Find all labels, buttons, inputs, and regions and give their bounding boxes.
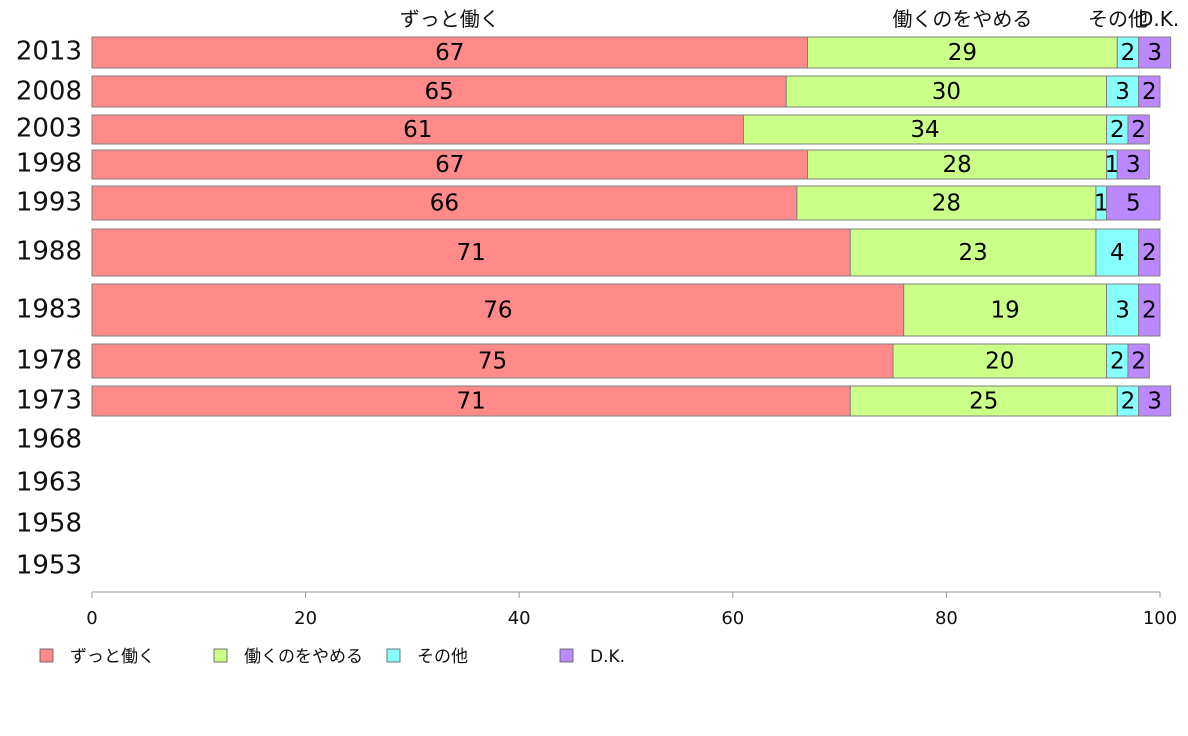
category-label: 1998	[16, 149, 82, 179]
bar-segment	[1138, 75, 1161, 108]
legend-label: その他	[417, 647, 468, 667]
legend-swatch	[559, 648, 574, 663]
bar-segment	[849, 228, 1097, 277]
data-label: 29	[948, 40, 977, 66]
data-label: 2	[1110, 349, 1125, 375]
data-label: 3	[1126, 152, 1141, 178]
data-label: 75	[478, 349, 507, 375]
bar-segment	[1106, 185, 1161, 221]
bar-segment	[903, 283, 1108, 337]
x-tick-label: 60	[721, 608, 744, 629]
data-label: 3	[1147, 389, 1162, 415]
data-label: 65	[424, 79, 453, 105]
category-label: 1953	[16, 551, 82, 581]
bar-segment	[91, 283, 905, 337]
segment-header-label: その他	[1088, 7, 1148, 31]
x-tick-label: 80	[935, 608, 958, 629]
bar-segment	[892, 343, 1108, 379]
data-label: 28	[932, 191, 961, 217]
x-tick-label: 20	[294, 608, 317, 629]
data-label: 5	[1126, 191, 1141, 217]
bar-segment	[796, 185, 1097, 221]
data-label: 1	[1105, 152, 1120, 178]
data-label: 67	[435, 152, 464, 178]
data-label: 2	[1121, 389, 1136, 415]
segment-header-label: D.K.	[1138, 7, 1179, 31]
category-label: 1968	[16, 425, 82, 455]
data-label: 66	[430, 191, 459, 217]
legend-label: D.K.	[590, 647, 625, 667]
bar-segment	[91, 185, 798, 221]
legend-label: 働くのをやめる	[244, 647, 363, 667]
data-label: 19	[990, 298, 1019, 324]
category-label: 1963	[16, 468, 82, 498]
data-label: 76	[483, 298, 512, 324]
data-label: 25	[969, 389, 998, 415]
bar-segment	[91, 149, 809, 180]
bar-segment	[849, 385, 1118, 417]
category-label: 2008	[16, 77, 82, 107]
data-label: 3	[1115, 79, 1130, 105]
bar-segment	[807, 36, 1118, 69]
data-label: 2	[1131, 349, 1146, 375]
bar-segment	[91, 75, 787, 108]
segment-header-label: ずっと働く	[400, 7, 500, 31]
category-label: 2003	[16, 114, 82, 144]
bar-segment	[742, 114, 1108, 145]
bar-segment	[1116, 149, 1150, 180]
data-label: 71	[456, 240, 485, 266]
bar-segment	[1095, 228, 1140, 277]
legend-swatch	[386, 648, 401, 663]
bar-segment	[1106, 75, 1140, 108]
x-tick-label: 0	[86, 608, 97, 629]
bar-segment	[91, 228, 851, 277]
data-label: 4	[1110, 240, 1125, 266]
bar-segment	[1138, 385, 1172, 417]
category-label: 1958	[16, 509, 82, 539]
x-tick-label: 40	[508, 608, 531, 629]
data-label: 2	[1131, 117, 1146, 143]
bar-segment	[1138, 36, 1172, 69]
bar-segment	[91, 36, 809, 69]
data-label: 34	[910, 117, 939, 143]
data-label: 2	[1142, 79, 1157, 105]
category-label: 1993	[16, 188, 82, 218]
category-label: 1988	[16, 237, 82, 267]
category-label: 2013	[16, 37, 82, 67]
data-label: 67	[435, 40, 464, 66]
bar-segment	[1106, 283, 1140, 337]
category-label: 1983	[16, 295, 82, 325]
bar-segment	[785, 75, 1108, 108]
data-label: 3	[1115, 298, 1130, 324]
data-label: 2	[1121, 40, 1136, 66]
data-label: 2	[1110, 117, 1125, 143]
data-label: 61	[403, 117, 432, 143]
data-label: 1	[1094, 191, 1109, 217]
bar-segment	[1127, 114, 1150, 145]
data-label: 20	[985, 349, 1014, 375]
data-label: 23	[958, 240, 987, 266]
bar-segment	[1138, 283, 1161, 337]
x-tick-label: 100	[1143, 608, 1177, 629]
data-label: 3	[1147, 40, 1162, 66]
bar-segment	[1127, 343, 1150, 379]
legend-swatch	[39, 648, 54, 663]
data-label: 71	[456, 389, 485, 415]
bar-segment	[91, 114, 744, 145]
data-label: 2	[1142, 240, 1157, 266]
bar-segment	[1138, 228, 1161, 277]
data-label: 28	[942, 152, 971, 178]
data-label: 2	[1142, 298, 1157, 324]
legend-label: ずっと働く	[70, 647, 155, 667]
segment-header-label: 働くのをやめる	[892, 7, 1032, 31]
legend-swatch	[213, 648, 228, 663]
category-label: 1978	[16, 346, 82, 376]
category-label: 1973	[16, 386, 82, 416]
bar-segment	[91, 343, 894, 379]
data-label: 30	[932, 79, 961, 105]
